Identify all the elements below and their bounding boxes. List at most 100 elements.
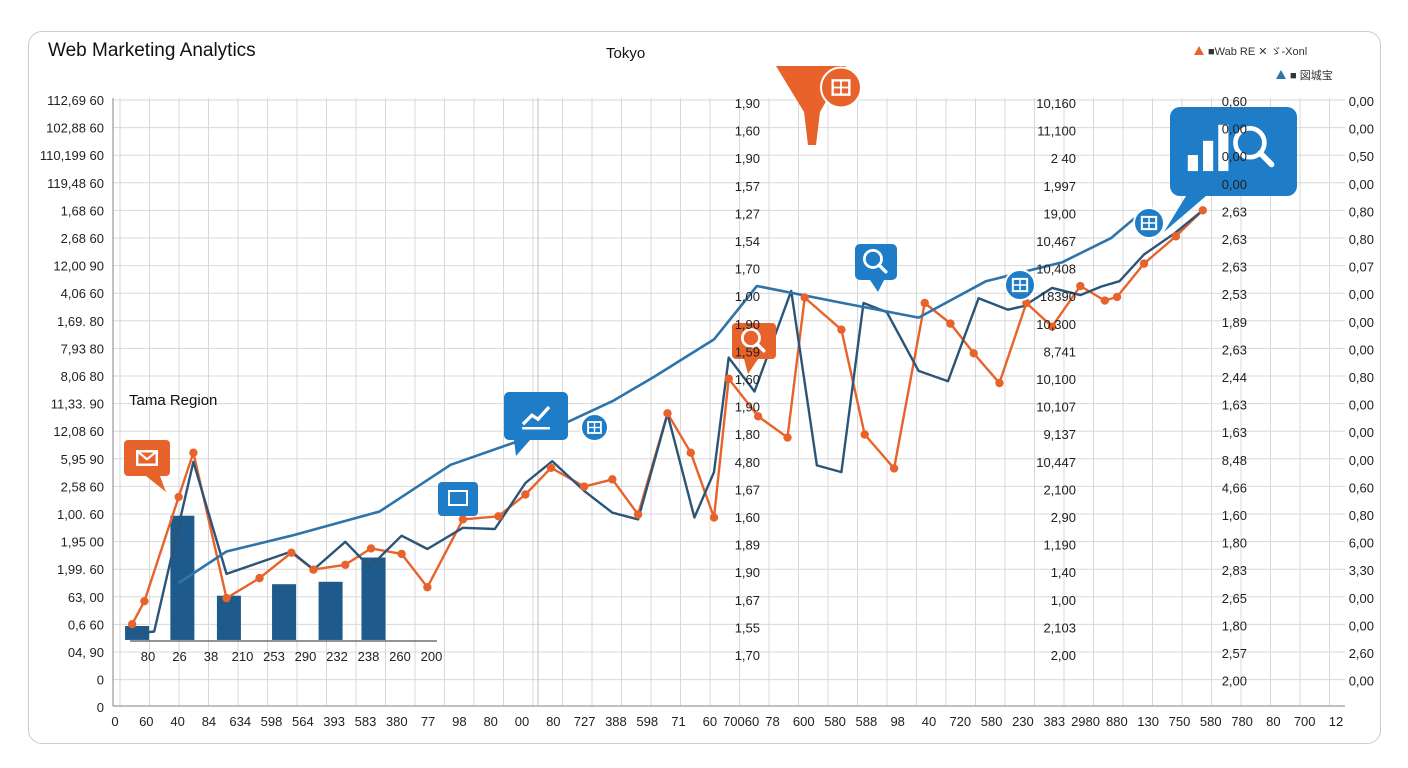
search-icon	[862, 248, 888, 274]
data-point	[837, 325, 846, 334]
y-tick-label: 1,54	[735, 234, 760, 249]
y-tick-label: 2,63	[1222, 204, 1247, 219]
data-point	[889, 464, 899, 473]
y-tick-label: 0,80	[1349, 232, 1374, 247]
x-tick-label: 80	[1266, 714, 1280, 729]
x-tick-label: 2980	[1071, 714, 1100, 729]
data-point	[397, 549, 406, 559]
x-tick-label: 727	[574, 714, 596, 729]
data-point	[140, 596, 149, 606]
y-tick-label: 1,63	[1222, 425, 1247, 440]
x-tick-label: 383	[1043, 714, 1065, 729]
y-tick-label: 1,80	[1222, 536, 1247, 551]
inset-x-tick-label: 38	[204, 649, 218, 664]
x-tick-label: 700	[1294, 714, 1316, 729]
data-point	[608, 475, 617, 484]
y-tick-label: 8,48	[1222, 453, 1247, 468]
bar	[216, 595, 241, 640]
y-tick-label: 1,89	[735, 538, 760, 553]
x-tick-label: 583	[355, 714, 377, 729]
y-tick-label: 1,60	[1222, 508, 1247, 523]
inset-x-tick-label: 238	[358, 649, 380, 664]
y-tick-label: 1,90	[735, 400, 760, 415]
table-icon	[831, 79, 851, 96]
chart-subtitle: Tokyo	[606, 45, 645, 62]
y-tick-label: 0,60	[1349, 480, 1374, 495]
x-tick-label: 60	[139, 714, 153, 729]
x-tick-label: 580	[1200, 714, 1222, 729]
y-tick-label: 2,58 60	[61, 479, 104, 494]
y-tick-label: 2,53	[1222, 287, 1247, 302]
data-point	[579, 482, 589, 491]
y-tick-label: 10,408	[1036, 262, 1076, 277]
chart-card	[28, 31, 1381, 744]
x-tick-label: 77	[421, 714, 435, 729]
chat-callout	[438, 482, 478, 516]
mail-icon	[135, 450, 159, 466]
x-tick-label: 78	[765, 714, 779, 729]
y-tick-label: 04, 90	[68, 645, 104, 660]
y-tick-label: 4,06 60	[61, 286, 104, 301]
y-tick-label: 6,00	[1349, 536, 1374, 551]
data-point	[174, 492, 183, 502]
y-tick-labels: 112,69 60 102,88 60 110,199 60 119,48 60 1,6…	[40, 93, 1374, 715]
table-callout	[1004, 269, 1036, 301]
inset-x-tick-label: 26	[172, 649, 186, 664]
y-tick-label: 119,48 60	[47, 176, 104, 191]
table-icon	[587, 421, 602, 434]
x-tick-label: 130	[1137, 714, 1159, 729]
table-callout	[580, 413, 609, 442]
x-tick-label: 0	[111, 714, 118, 729]
y-tick-label: 0,00	[1349, 674, 1374, 689]
data-point	[969, 349, 978, 358]
y-tick-label: 2,60	[1349, 646, 1374, 661]
data-point	[1076, 281, 1085, 291]
y-tick-label: 1,63	[1222, 398, 1247, 413]
x-tick-label: 598	[261, 714, 283, 729]
data-point	[1022, 298, 1031, 308]
y-tick-label: 0	[97, 673, 104, 688]
icon-callouts	[124, 66, 1297, 516]
y-tick-label: 19,00	[1043, 206, 1076, 221]
x-tick-label: 70060	[723, 714, 759, 729]
data-point	[800, 293, 809, 302]
data-point	[663, 409, 672, 418]
y-tick-label: 1,80	[735, 427, 760, 442]
data-point	[783, 433, 792, 442]
data-point	[1047, 322, 1057, 331]
y-tick-label: 10,160	[1036, 96, 1076, 111]
y-tick-label: 1,60	[735, 510, 760, 525]
y-tick-label: 1,27	[735, 206, 760, 221]
y-tick-label: 2,65	[1222, 591, 1247, 606]
y-tick-label: 2,83	[1222, 563, 1247, 578]
y-tick-label: 1,40	[1051, 565, 1076, 580]
data-point	[494, 512, 503, 521]
x-tick-label: 580	[824, 714, 846, 729]
y-tick-label: 18390	[1040, 289, 1076, 304]
y-tick-label: 1,67	[735, 593, 760, 608]
legend-label-0: ■Wab RE ✕ ゞ-Xonl	[1208, 46, 1307, 58]
bar	[272, 584, 297, 640]
data-point	[860, 430, 869, 439]
search-icon	[740, 327, 766, 353]
y-tick-label: 0,80	[1349, 204, 1374, 219]
y-tick-label: 1,89	[1222, 315, 1247, 330]
y-tick-label: 1,99. 60	[57, 562, 104, 577]
y-tick-label: 12,00 90	[53, 259, 104, 274]
y-tick-label: 2,68 60	[61, 231, 104, 246]
y-tick-label: 0,00	[1349, 425, 1374, 440]
y-tick-label: 4,80	[735, 455, 760, 470]
series-line-2	[177, 209, 1145, 585]
data-point	[1198, 206, 1208, 215]
data-point	[127, 619, 137, 629]
y-tick-label: 1,70	[735, 648, 760, 663]
x-tick-label: 71	[671, 714, 685, 729]
x-tick-label: 98	[890, 714, 904, 729]
analytics-search-callout	[1164, 107, 1297, 232]
data-point	[686, 448, 695, 457]
y-tick-label: 2,103	[1043, 620, 1076, 635]
y-tick-label: 4,66	[1222, 480, 1247, 495]
x-tick-label: 720	[949, 714, 971, 729]
search-callout	[732, 323, 776, 374]
